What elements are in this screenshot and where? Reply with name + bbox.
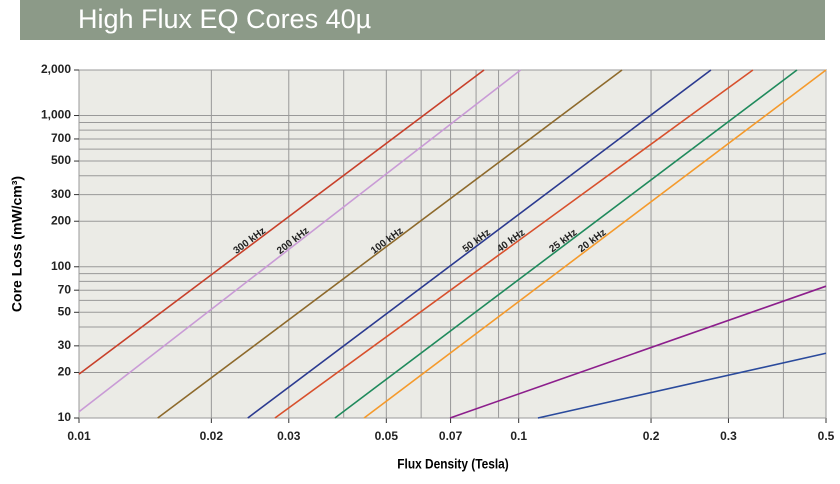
x-tick-label: 0.1 — [510, 429, 527, 443]
x-tick-label: 0.07 — [439, 429, 463, 443]
y-tick-label: 100 — [51, 259, 71, 273]
series-line — [247, 69, 712, 419]
x-tick-label: 0.2 — [643, 429, 660, 443]
x-tick-label: 0.3 — [720, 429, 737, 443]
y-tick-label: 1,000 — [41, 108, 71, 122]
x-tick-label: 0.02 — [200, 429, 224, 443]
series-line — [78, 69, 485, 375]
y-tick-label: 300 — [51, 187, 71, 201]
plot-area — [78, 69, 827, 419]
x-tick-label: 0.03 — [277, 429, 301, 443]
x-tick-label: 0.5 — [818, 429, 835, 443]
series-line — [363, 69, 827, 419]
y-tick-label: 70 — [58, 282, 72, 296]
y-tick-label: 700 — [51, 131, 71, 145]
x-tick-label: 0.05 — [375, 429, 399, 443]
series-line — [274, 69, 754, 419]
y-tick-label: 30 — [58, 338, 72, 352]
header-bar — [20, 0, 825, 40]
y-tick-label: 2,000 — [41, 62, 71, 76]
x-tick-label: 0.01 — [67, 429, 91, 443]
series-line — [449, 285, 827, 419]
y-tick-label: 10 — [58, 410, 72, 424]
y-tick-label: 500 — [51, 153, 71, 167]
y-tick-label: 50 — [58, 304, 72, 318]
y-axis-title: Core Loss (mW/cm³) — [9, 176, 25, 312]
series-line — [334, 69, 798, 419]
series-line — [537, 352, 827, 419]
series-line — [157, 69, 623, 419]
y-tick-label: 20 — [58, 365, 72, 379]
x-axis-title: Flux Density (Tesla) — [397, 456, 508, 472]
series-line — [78, 69, 522, 413]
y-tick-label: 200 — [51, 213, 71, 227]
page-title: High Flux EQ Cores 40µ — [78, 4, 371, 34]
